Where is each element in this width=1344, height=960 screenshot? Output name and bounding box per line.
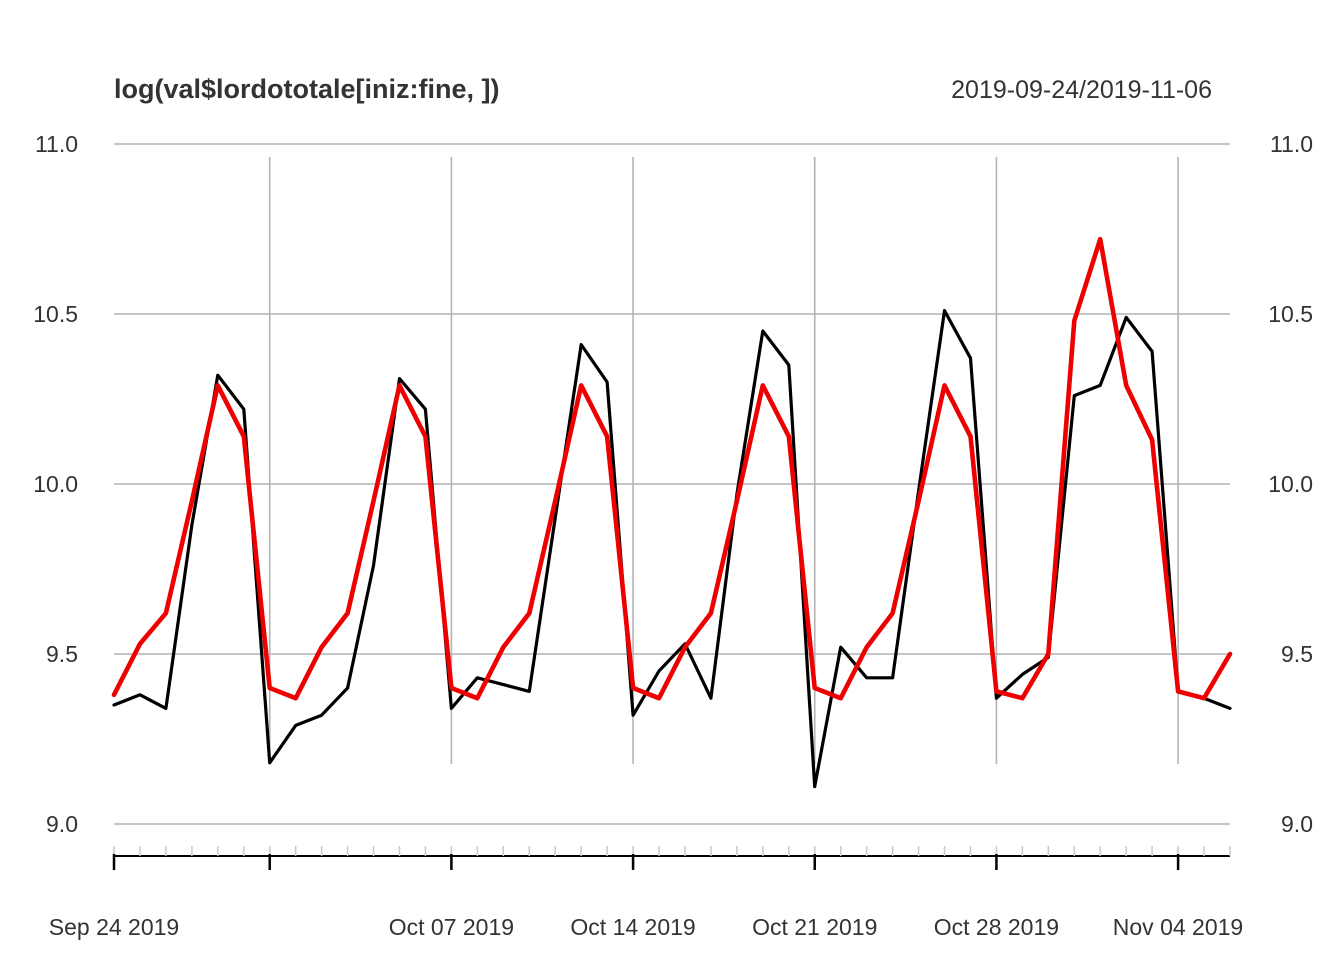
x-tick-label: Nov 04 2019: [1113, 914, 1243, 940]
x-axis: Sep 24 2019 Oct 07 2019 Oct 14 2019 Oct 21 …: [49, 846, 1243, 940]
y-tick-label: 10.5: [33, 301, 78, 327]
x-tick-label: Oct 14 2019: [570, 914, 695, 940]
y-tick-label-right: 10.0: [1268, 471, 1313, 497]
series-line-1: [112, 309, 1232, 789]
y-tick-label: 9.0: [46, 811, 78, 837]
y-tick-label: 11.0: [35, 131, 78, 157]
y-tick-label-right: 11.0: [1270, 131, 1313, 157]
y-tick-label: 9.5: [46, 641, 78, 667]
x-tick-label: Oct 21 2019: [752, 914, 877, 940]
y-tick-label-right: 9.5: [1281, 641, 1313, 667]
x-tick-label: Oct 28 2019: [934, 914, 1059, 940]
x-tick-label: Oct 07 2019: [389, 914, 514, 940]
y-tick-label: 10.0: [33, 471, 78, 497]
date-range: 2019-09-24/2019-11-06: [951, 76, 1212, 104]
y-axis-left: 9.0 9.5 10.0 10.5 11.0: [33, 131, 78, 837]
x-tick-label: Sep 24 2019: [49, 914, 179, 940]
chart-title: log(val$lordototale[iniz:fine, ]): [114, 74, 500, 104]
series-lines: [111, 236, 1233, 789]
vertical-gridlines: [268, 157, 1179, 764]
horizontal-gridlines: [114, 143, 1230, 825]
y-tick-label-right: 10.5: [1268, 301, 1313, 327]
series-line-2: [111, 236, 1233, 701]
y-tick-label-right: 9.0: [1281, 811, 1313, 837]
y-axis-right: 9.0 9.5 10.0 10.5 11.0: [1268, 131, 1313, 837]
